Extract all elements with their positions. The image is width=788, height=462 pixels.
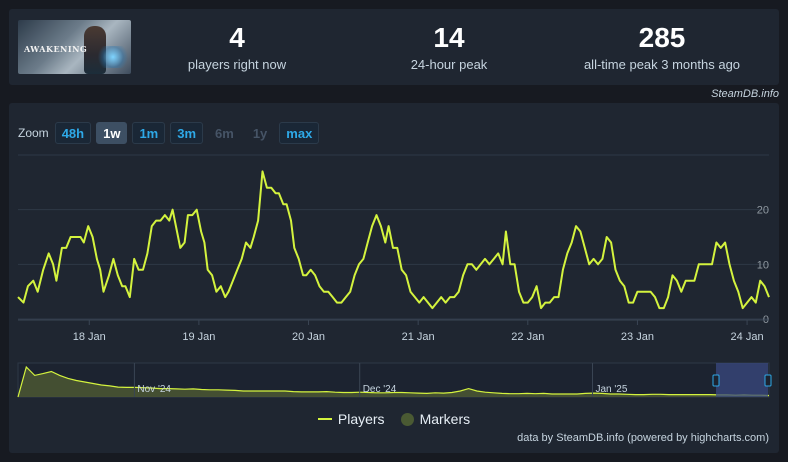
y-tick-label: 10 bbox=[757, 259, 769, 271]
navigator-line bbox=[17, 365, 770, 398]
legend-players[interactable]: Players bbox=[317, 411, 385, 427]
stat-24h-peak: 14 24-hour peak bbox=[389, 22, 509, 73]
zoom-1y-button: 1y bbox=[252, 126, 268, 141]
legend-players-label: Players bbox=[337, 411, 385, 427]
steamdb-credit[interactable]: SteamDB.info bbox=[711, 88, 779, 100]
legend-markers-label: Markers bbox=[419, 411, 471, 427]
stat-value: 14 bbox=[433, 22, 465, 53]
stat-label: players right now bbox=[187, 57, 287, 72]
zoom-6m-button: 6m bbox=[215, 126, 234, 141]
zoom-1m-button[interactable]: 1m bbox=[132, 122, 166, 144]
navigator-selection bbox=[716, 363, 768, 397]
navigator-tick-label: Nov '24 bbox=[137, 384, 171, 395]
chart-legend: Players Markers bbox=[9, 411, 779, 427]
navigator-area bbox=[18, 367, 769, 397]
chart-panel: 0 10 20 18 Jan 19 Jan 20 Jan 21 Jan 22 Jan 23 Ja… bbox=[9, 103, 779, 453]
x-tick-label: 22 Jan bbox=[511, 331, 544, 343]
players-series-line bbox=[17, 170, 770, 310]
x-tick-label: 23 Jan bbox=[621, 331, 654, 343]
thumbnail-logo-text: AWAKENING bbox=[24, 44, 88, 54]
stat-value: 4 bbox=[229, 22, 245, 53]
zoom-max-button[interactable]: max bbox=[279, 122, 320, 144]
x-tick-label: 18 Jan bbox=[73, 331, 106, 343]
x-tick-label: 21 Jan bbox=[402, 331, 435, 343]
stat-current-players: 4 players right now bbox=[181, 22, 293, 73]
thumbnail-glow bbox=[96, 46, 130, 68]
zoom-3m-button[interactable]: 3m bbox=[170, 122, 204, 144]
navigator-tick-label: Dec '24 bbox=[363, 384, 397, 395]
x-tick-label: 24 Jan bbox=[731, 331, 764, 343]
summary-panel: AWAKENING 4 players right now 14 24-hour… bbox=[9, 9, 779, 85]
stat-value: 285 bbox=[638, 22, 686, 53]
zoom-selector: Zoom 48h 1w 1m 3m 6m 1y max bbox=[18, 121, 324, 145]
navigator-handle-right bbox=[764, 374, 772, 387]
data-credit[interactable]: data by SteamDB.info (powered by highcha… bbox=[517, 432, 769, 444]
stat-label: 24-hour peak bbox=[410, 57, 488, 72]
game-thumbnail[interactable]: AWAKENING bbox=[18, 20, 131, 74]
x-tick-label: 19 Jan bbox=[182, 331, 215, 343]
navigator-handle-left bbox=[712, 374, 720, 387]
y-tick-label: 20 bbox=[757, 205, 769, 217]
stat-label: all-time peak 3 months ago bbox=[583, 57, 741, 72]
stat-all-time-peak: 285 all-time peak 3 months ago bbox=[579, 22, 745, 73]
zoom-1w-button[interactable]: 1w bbox=[96, 122, 128, 144]
legend-markers[interactable]: Markers bbox=[400, 411, 471, 427]
x-tick-label: 20 Jan bbox=[292, 331, 325, 343]
zoom-label: Zoom bbox=[18, 126, 49, 140]
players-line-icon bbox=[317, 418, 332, 420]
markers-dot-icon bbox=[400, 412, 414, 426]
navigator-tick-label: Jan '25 bbox=[596, 384, 628, 395]
zoom-48h-button[interactable]: 48h bbox=[54, 122, 92, 144]
